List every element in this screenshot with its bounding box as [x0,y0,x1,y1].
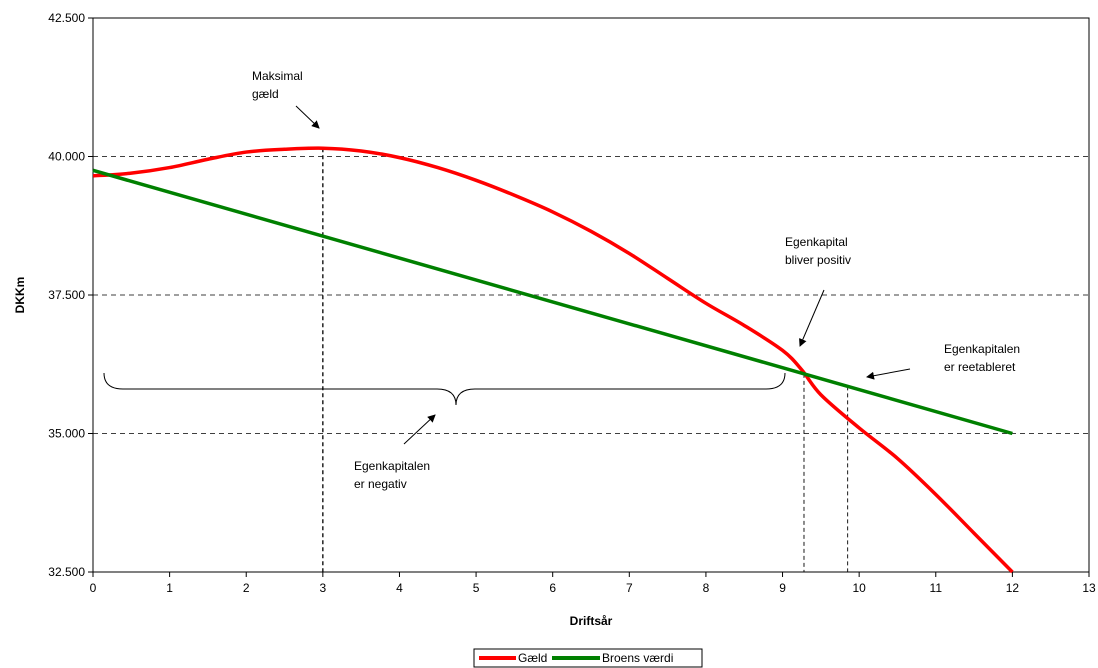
series-lines [92,146,1014,574]
annotation-text: er negativ [354,477,407,491]
legend-label-broens-vaerdi: Broens værdi [602,651,673,665]
x-tick-label: 4 [396,581,403,595]
annotation-text: Egenkapitalen [354,459,430,473]
x-tick-label: 1 [166,581,173,595]
x-tick-label: 0 [90,581,97,595]
y-tick-label: 37.500 [48,288,85,302]
annotation-text: er reetableret [944,360,1016,374]
annotation-text: Egenkapitalen [944,342,1020,356]
legend-label-gaeld: Gæld [518,651,547,665]
x-tick-label: 10 [852,581,866,595]
x-tick-label: 13 [1082,581,1096,595]
legend: Gæld Broens værdi [473,648,703,668]
x-tick-label: 5 [473,581,480,595]
x-tick-label: 6 [549,581,556,595]
x-tick-label: 9 [779,581,786,595]
x-tick-label: 2 [243,581,250,595]
x-tick-label: 3 [320,581,327,595]
x-tick-label: 8 [703,581,710,595]
reference-lines [322,148,849,572]
x-axis-title: Driftsår [570,614,613,628]
x-tick-label: 11 [930,581,943,595]
annotation-egenkapital-negativ: Egenkapitalen er negativ [354,414,436,491]
gridlines [93,156,1089,434]
annotation-brace [103,372,786,406]
series-line-broens-vaerdi [92,168,1013,436]
annotation-arrow [799,289,825,347]
y-axis-title: DKKm [13,277,27,314]
annotation-egenkapital-reetableret: Egenkapitalen er reetableret [866,342,1020,380]
annotation-arrow [866,368,911,380]
y-tick-label: 40.000 [48,150,85,164]
annotation-text: Egenkapital [785,235,848,249]
x-tick-label: 7 [626,581,633,595]
y-tick-label: 32.500 [48,565,85,579]
annotation-text: Maksimal [252,69,303,83]
y-tick-label: 35.000 [48,427,85,441]
y-tick-label: 42.500 [48,11,85,25]
annotation-text: gæld [252,87,279,101]
series-line-gaeld [92,146,1014,574]
x-tick-label: 12 [1006,581,1020,595]
annotation-egenkapital-positiv: Egenkapital bliver positiv [785,235,851,347]
annotation-text: bliver positiv [785,253,851,267]
annotation-arrow [403,414,436,445]
annotation-maksimal-gaeld: Maksimal gæld [252,69,320,129]
annotation-arrow [295,105,320,129]
axes: 0 1 2 3 4 5 6 7 8 9 10 11 12 1332.50035.00037.50040.0… [48,11,1096,595]
